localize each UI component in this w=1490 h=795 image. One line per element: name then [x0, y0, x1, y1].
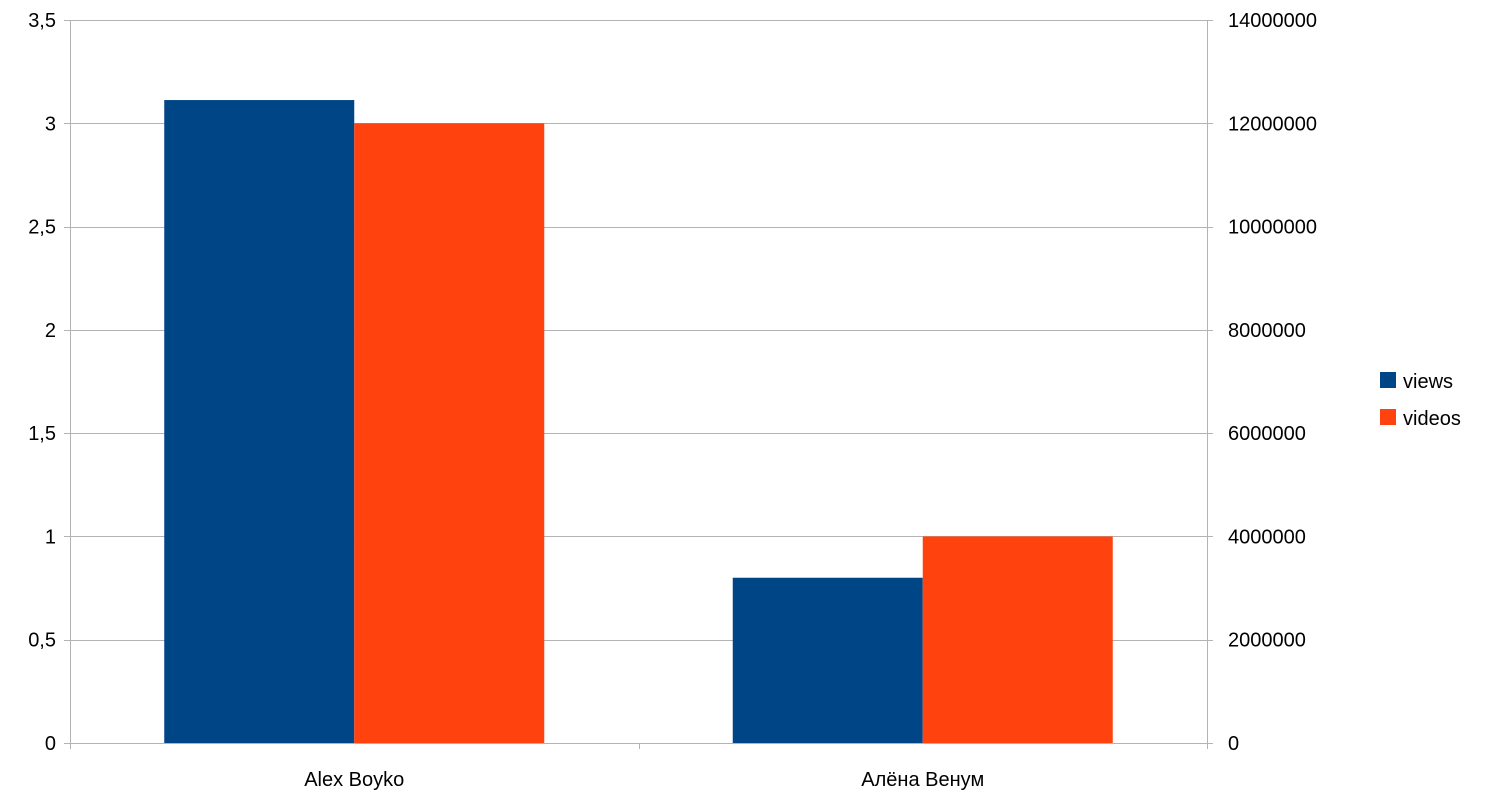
axes	[64, 20, 1213, 749]
legend-label-views: views	[1403, 371, 1453, 393]
bar-videos	[922, 536, 1113, 743]
bar-videos	[354, 123, 545, 744]
category-label: Alex Boyko	[304, 769, 404, 791]
x-axis-category-labels: Alex Boyko Алёна Венум	[304, 769, 984, 791]
right-tick-label: 2000000	[1228, 630, 1306, 652]
right-axis-tick-labels: 0 2000000 4000000 6000000 8000000 10000000 120…	[1228, 10, 1317, 755]
left-tick-label: 2	[45, 320, 56, 342]
left-tick-label: 2,5	[28, 217, 56, 239]
bar-views	[164, 100, 355, 743]
left-tick-label: 1,5	[28, 423, 56, 445]
left-tick-label: 3,5	[28, 10, 56, 32]
legend: views videos	[1380, 371, 1461, 430]
category-label: Алёна Венум	[861, 769, 984, 791]
left-tick-label: 3	[45, 113, 56, 135]
right-tick-label: 6000000	[1228, 423, 1306, 445]
legend-label-videos: videos	[1403, 408, 1461, 430]
left-tick-label: 0	[45, 733, 56, 755]
right-tick-label: 8000000	[1228, 320, 1306, 342]
right-tick-label: 12000000	[1228, 113, 1317, 135]
right-tick-label: 4000000	[1228, 526, 1306, 548]
right-tick-label: 0	[1228, 733, 1239, 755]
bar-views	[732, 577, 923, 743]
left-tick-label: 1	[45, 526, 56, 548]
left-axis-tick-labels: 0 0,5 1 1,5 2 2,5 3 3,5	[28, 10, 56, 755]
right-tick-label: 10000000	[1228, 217, 1317, 239]
legend-swatch-videos	[1380, 409, 1396, 425]
left-tick-label: 0,5	[28, 630, 56, 652]
bars	[164, 100, 1113, 744]
right-tick-label: 14000000	[1228, 10, 1317, 32]
legend-swatch-views	[1380, 372, 1396, 388]
